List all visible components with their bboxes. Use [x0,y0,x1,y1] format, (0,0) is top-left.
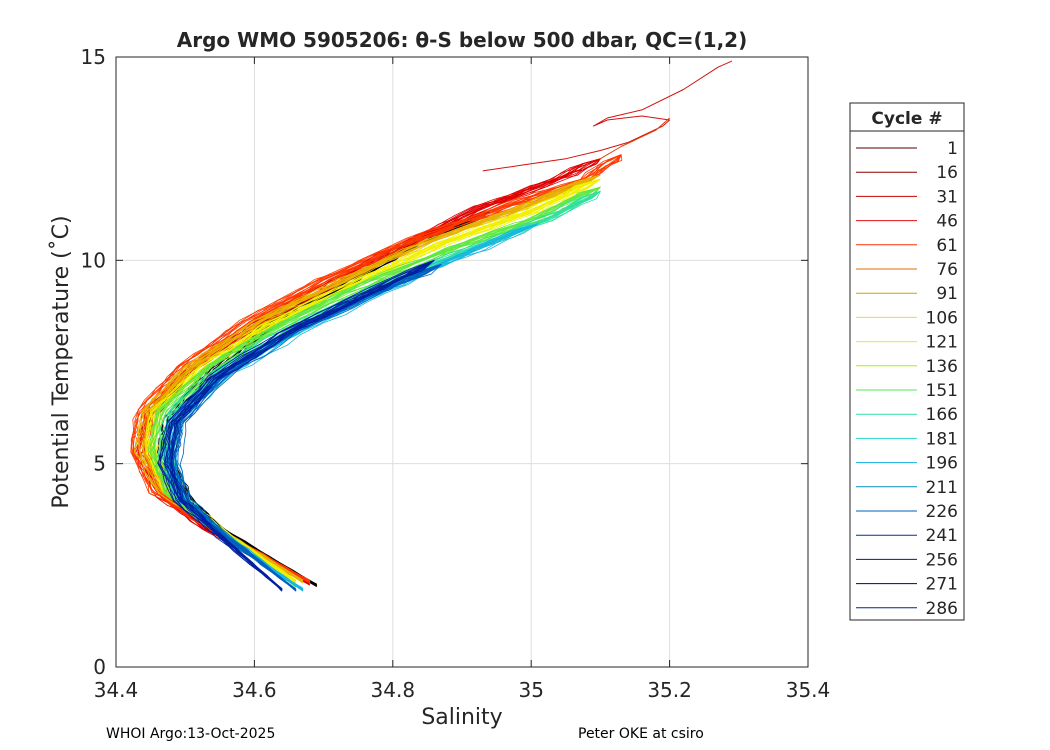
legend-entry-label: 286 [926,599,958,619]
profile-line-cycle-141 [147,186,601,587]
x-tick-label: 35.4 [786,678,831,702]
legend-entry-label: 136 [926,357,958,377]
legend-entry-label: 181 [926,429,958,449]
legend-entry-label: 106 [926,308,958,328]
profile-line-outlier-1 [482,60,733,172]
legend-entry-label: 91 [936,284,958,304]
y-axis-label: Potential Temperature (˚C) [49,215,74,508]
legend-entries: 1 16 31 46 61 76 91 106 121 136 151 166 181 196 211 226… [856,139,958,619]
y-tick-label: 15 [81,45,106,69]
footer-source: WHOI Argo:13-Oct-2025 [106,726,276,742]
profile-line-cycle-141 [154,186,601,588]
y-tick-label: 5 [93,452,106,476]
legend-entry-label: 196 [926,454,958,474]
legend-entry-label: 121 [926,333,958,353]
legend-entry-label: 151 [926,381,958,401]
profile-line-outlier-2 [600,117,670,160]
legend-entry-label: 76 [936,260,958,280]
legend-entry-label: 46 [936,212,958,232]
profile-line-cycle-61 [132,154,622,581]
legend-entry-label: 271 [926,575,958,595]
legend: Cycle # 11631466176911061211361511661811… [849,102,965,621]
x-tick-label: 34.8 [371,678,416,702]
legend-entry-label: 226 [926,502,958,522]
y-tick-label: 10 [81,248,106,272]
grid [116,57,808,667]
profile-line-cycle-61 [132,154,622,581]
x-tick-label: 35.2 [647,678,692,702]
legend-title: Cycle # [871,109,942,129]
legend-entry-label: 211 [926,478,958,498]
legend-entry-label: 61 [936,236,958,256]
legend-entry-label: 16 [936,163,958,183]
x-tick-label: 35 [518,678,543,702]
profile-line-cycle-256 [157,259,435,591]
x-tick-label: 34.6 [232,678,277,702]
legend-entry-label: 166 [926,405,958,425]
plot-area: 34.4 34.6 34.8 35 35.2 35.4 0 5 10 15 [81,45,831,702]
profile-line-cycle-256 [170,259,435,589]
legend-entry-label: 1 [947,139,958,159]
profile-line-cycle-256 [163,259,435,590]
axis-ticks: 34.4 34.6 34.8 35 35.2 35.4 0 5 10 15 [81,45,831,702]
legend-entry-label: 256 [926,550,958,570]
legend-entry-label: 31 [936,187,958,207]
x-axis-label: Salinity [421,705,502,730]
x-tick-label: 34.4 [94,678,139,702]
legend-entry-label: 241 [926,526,958,546]
y-tick-label: 0 [93,655,106,679]
profile-line-cycle-226 [171,264,442,590]
footer-credit: Peter OKE at csiro [578,726,704,742]
profile-line-cycle-256 [169,259,435,592]
chart-title: Argo WMO 5905206: θ-S below 500 dbar, QC… [177,28,747,52]
axes-box [115,56,809,668]
legend-box [849,102,965,621]
profile-lines [130,60,733,592]
